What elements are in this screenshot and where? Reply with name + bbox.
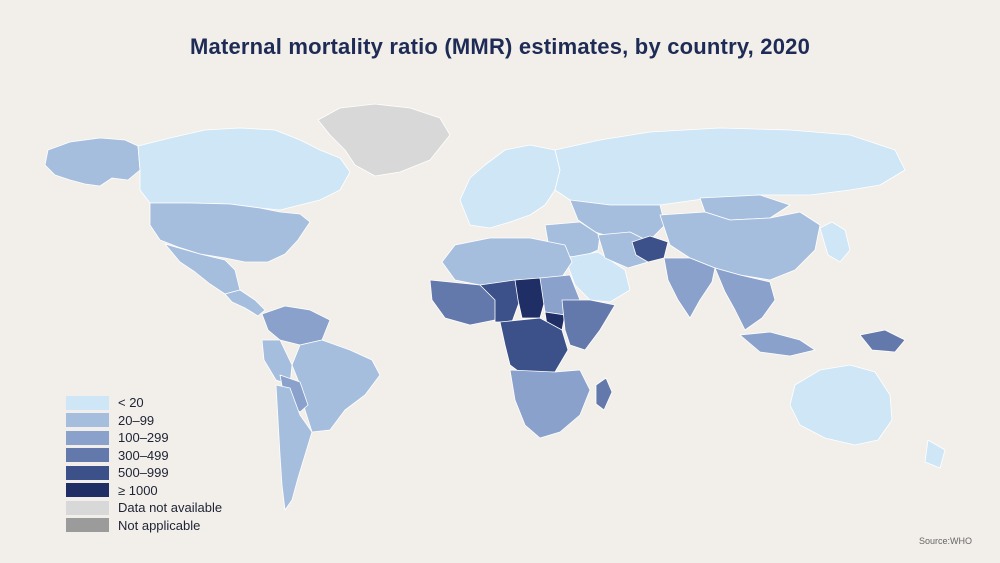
legend-swatch [66, 448, 109, 463]
legend-item: ≥ 1000 [66, 482, 222, 500]
legend-label: Not applicable [118, 517, 201, 533]
usa [149, 202, 311, 263]
greenland [317, 103, 451, 177]
legend-item: Not applicable [66, 517, 222, 535]
source-credit: Source:WHO [918, 536, 972, 546]
japan-korea [819, 221, 851, 263]
legend-label: ≥ 1000 [118, 482, 158, 498]
southern-africa [509, 369, 591, 439]
legend-swatch [66, 518, 109, 533]
legend-label: Data not available [118, 500, 223, 516]
brazil [291, 339, 381, 433]
legend-swatch [66, 500, 109, 515]
map-title: Maternal mortality ratio (MMR) estimates… [189, 34, 811, 59]
madagascar [595, 377, 613, 411]
russia [554, 127, 906, 206]
indonesia [739, 331, 816, 357]
legend-label: 20–99 [118, 412, 155, 428]
australia [789, 364, 893, 446]
legend-item: 100–299 [66, 429, 222, 447]
alaska [44, 137, 141, 187]
legend-item: 20–99 [66, 412, 222, 430]
colombia-venezuela [261, 305, 331, 346]
legend-label: < 20 [118, 395, 144, 411]
canada [137, 127, 351, 211]
legend-label: 300–499 [118, 447, 169, 463]
legend-swatch [66, 465, 109, 480]
central-america [224, 289, 266, 317]
india [663, 257, 716, 319]
legend-swatch [66, 483, 109, 498]
legend-item: < 20 [66, 394, 222, 412]
map-legend: < 20 20–99 100–299 300–499 500–999 ≥ 1000 Data… [66, 394, 222, 534]
legend-item: Data not available [66, 499, 222, 517]
argentina-chile [275, 384, 313, 511]
legend-swatch [66, 413, 109, 428]
arabia [564, 251, 631, 303]
png [859, 329, 906, 353]
east-africa [561, 299, 616, 351]
legend-label: 100–299 [118, 430, 169, 446]
legend-item: 500–999 [66, 464, 222, 482]
europe [459, 144, 561, 229]
southeast-asia [714, 267, 776, 331]
legend-swatch [66, 395, 109, 410]
new-zealand [924, 439, 946, 469]
legend-label: 500–999 [118, 465, 169, 481]
legend-item: 300–499 [66, 447, 222, 465]
legend-swatch [66, 430, 109, 445]
